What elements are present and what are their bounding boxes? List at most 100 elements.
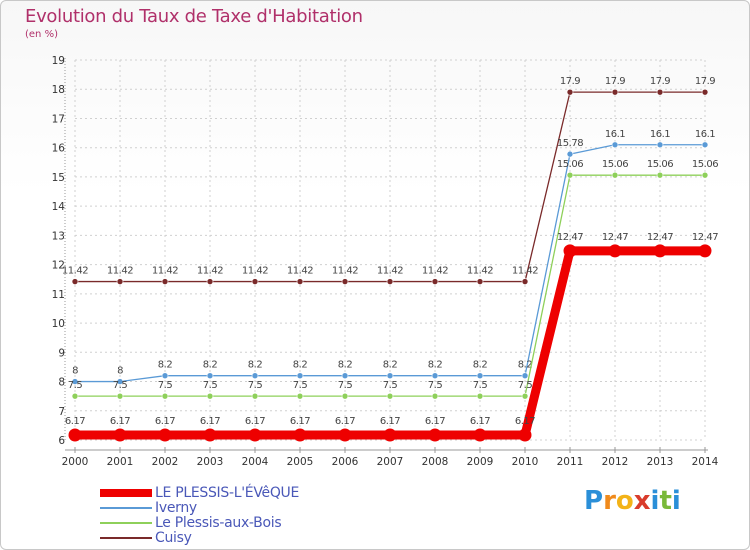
y-tick-label: 18 (52, 84, 65, 96)
legend-swatch (100, 537, 152, 539)
data-label: 12.47 (692, 232, 718, 243)
data-point (611, 88, 619, 96)
x-tick-label: 2011 (557, 456, 584, 468)
data-point (296, 278, 304, 285)
data-label: 8 (72, 366, 78, 377)
x-tick-label: 2007 (377, 456, 404, 468)
data-label: 6.17 (245, 416, 265, 427)
data-label: 6.17 (65, 416, 85, 427)
logo-letter: P (584, 486, 604, 516)
data-label: 11.42 (422, 266, 448, 277)
data-label: 6.17 (110, 416, 130, 427)
data-label: 6.17 (200, 416, 220, 427)
data-point (71, 392, 79, 400)
y-tick-label: 16 (52, 143, 66, 155)
series-iverny: 8 8 8.2 8.2 8.2 8.2 8.2 8.2 8.2 8.2 8.2 15.78 16.1 16… (71, 129, 716, 385)
data-point (161, 392, 169, 400)
data-label: 8.2 (518, 360, 533, 371)
data-label: 17.9 (695, 76, 715, 87)
x-tick-label: 2006 (332, 456, 359, 468)
data-point (521, 392, 529, 400)
y-tick-label: 7 (58, 406, 65, 418)
data-point (476, 372, 484, 379)
data-point (566, 171, 574, 179)
data-point (701, 141, 709, 149)
data-point (341, 372, 349, 379)
proxiti-logo: Proxiti (584, 486, 681, 516)
data-label: 17.9 (650, 76, 670, 87)
data-point (68, 428, 82, 442)
legend-label: Le Plessis-aux-Bois (155, 515, 282, 531)
data-label: 11.42 (512, 266, 538, 277)
data-label: 8.2 (473, 360, 488, 371)
x-tick-label: 2013 (647, 456, 674, 468)
data-label: 8.2 (248, 360, 263, 371)
data-point (158, 428, 172, 442)
data-point (383, 428, 397, 442)
logo-letter: t (659, 486, 672, 516)
series-le-plessis-aux-bois: 7.5 7.5 7.5 7.5 7.5 7.5 7.5 7.5 7.5 7.5 7.5 15.06 15… (68, 159, 719, 400)
data-point (161, 372, 169, 379)
x-tick-label: 2001 (107, 456, 134, 468)
data-label: 7.5 (158, 380, 173, 391)
data-label: 8.2 (383, 360, 398, 371)
y-tick-label: 11 (52, 289, 65, 301)
data-label: 15.06 (602, 159, 628, 170)
data-point (701, 171, 709, 179)
data-label: 16.1 (605, 129, 625, 140)
data-label: 7.5 (473, 380, 488, 391)
data-point (206, 372, 214, 379)
legend-label: Iverny (155, 500, 197, 516)
data-point (161, 278, 169, 285)
legend-label: Cuisy (155, 530, 192, 546)
data-point (566, 150, 574, 158)
data-label: 7.5 (338, 380, 353, 391)
data-label: 6.17 (155, 416, 175, 427)
logo-letter: i (671, 486, 681, 516)
data-point (608, 244, 622, 258)
data-label: 6.17 (515, 416, 535, 427)
data-point (206, 392, 214, 400)
data-label: 11.42 (197, 266, 223, 277)
data-label: 16.1 (650, 129, 670, 140)
data-label: 15.06 (692, 159, 718, 170)
data-label: 7.5 (248, 380, 263, 391)
data-label: 7.5 (68, 380, 83, 391)
logo-letter: r (603, 486, 616, 516)
data-label: 7.5 (383, 380, 398, 391)
data-point (611, 141, 619, 149)
data-point (341, 392, 349, 400)
data-label: 8.2 (338, 360, 353, 371)
data-label: 11.42 (332, 266, 358, 277)
data-point (113, 428, 127, 442)
legend-swatch (100, 489, 152, 497)
legend-swatch (100, 522, 152, 524)
data-point (431, 392, 439, 400)
data-point (386, 278, 394, 285)
data-point (656, 88, 664, 96)
data-label: 7.5 (518, 380, 533, 391)
data-point (701, 88, 709, 96)
y-tick-label: 9 (58, 347, 65, 359)
data-point (431, 278, 439, 285)
y-tick-label: 8 (58, 377, 65, 389)
data-point (293, 428, 307, 442)
chart-title: Evolution du Taux de Taxe d'Habitation (25, 6, 363, 27)
data-point (296, 372, 304, 379)
legend-swatch (100, 507, 152, 509)
x-tick-label: 2002 (152, 456, 179, 468)
data-point (476, 392, 484, 400)
x-tick-label: 2008 (422, 456, 449, 468)
data-label: 11.42 (62, 266, 88, 277)
data-point (248, 428, 262, 442)
data-point (203, 428, 217, 442)
data-point (611, 171, 619, 179)
data-point (566, 88, 574, 96)
chart-subtitle: (en %) (25, 29, 58, 40)
data-label: 11.42 (107, 266, 133, 277)
data-point (296, 392, 304, 400)
y-tick-label: 14 (52, 201, 66, 213)
logo-letter: i (650, 486, 660, 516)
data-point (428, 428, 442, 442)
data-point (386, 392, 394, 400)
